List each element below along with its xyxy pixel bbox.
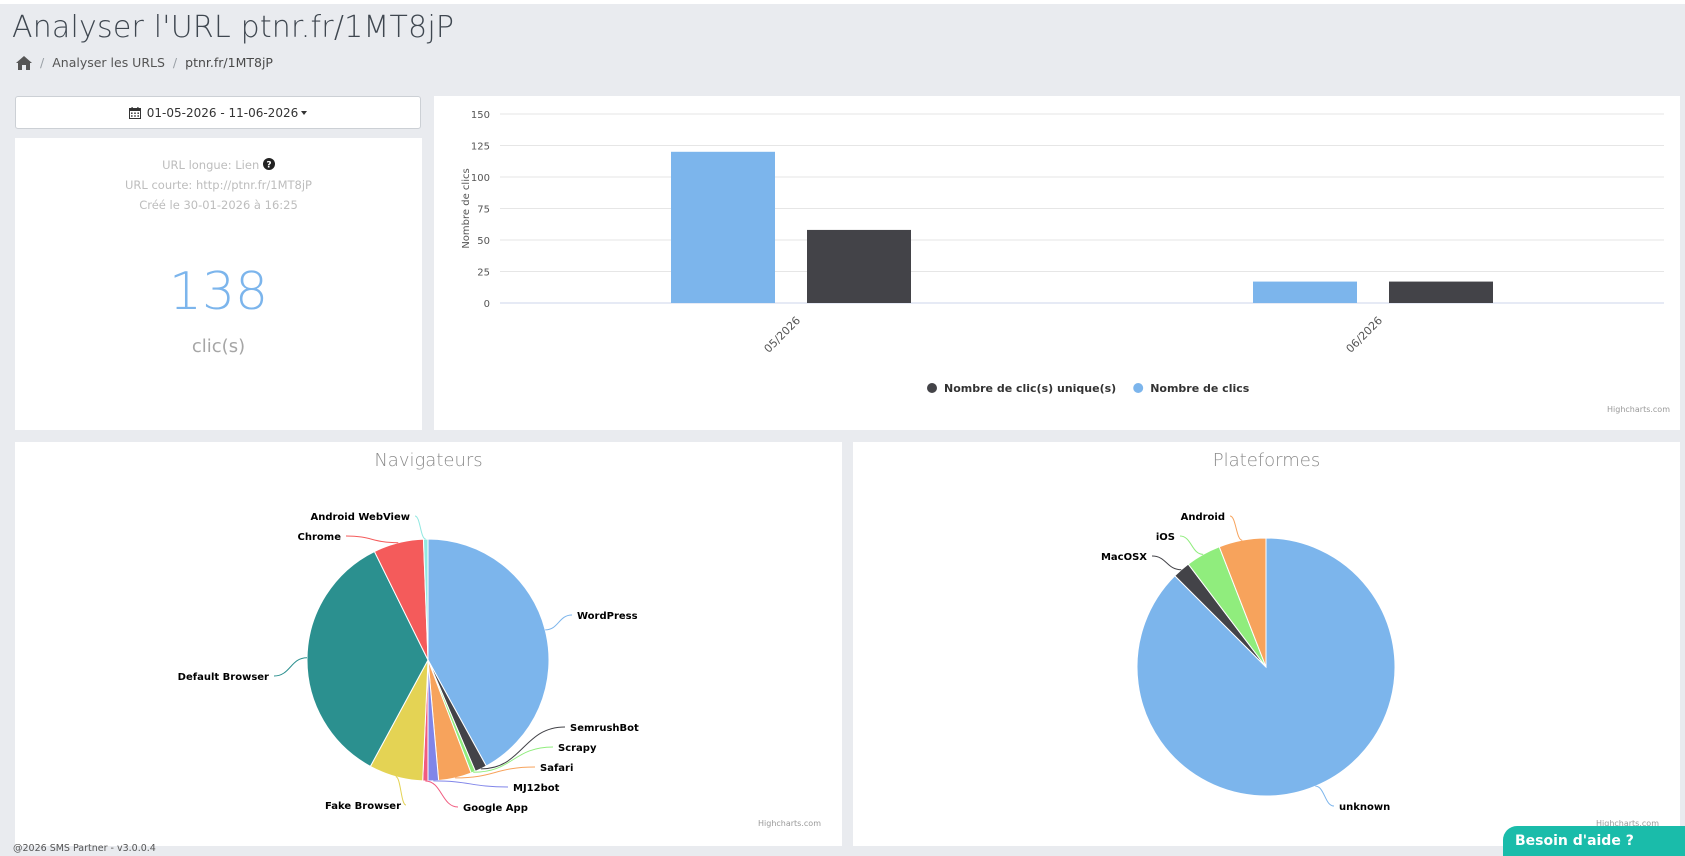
y-tick-label: 125 bbox=[471, 142, 490, 153]
y-tick-label: 25 bbox=[477, 268, 490, 279]
pie-label-android-webview: Android WebView bbox=[310, 512, 410, 523]
home-icon[interactable] bbox=[16, 55, 32, 70]
pie-label-google-app: Google App bbox=[463, 803, 528, 814]
chevron-down-icon bbox=[301, 110, 308, 115]
chart-credits[interactable]: Highcharts.com bbox=[1596, 819, 1659, 828]
date-range-picker[interactable]: 01-05-2026 - 11-06-2026 bbox=[15, 96, 421, 129]
pie-label-unknown: unknown bbox=[1339, 802, 1390, 813]
help-button[interactable]: Besoin d'aide ? bbox=[1503, 826, 1685, 856]
y-axis-label: Nombre de clics bbox=[461, 168, 472, 248]
footer-text: @2026 SMS Partner - v3.0.0.4 bbox=[13, 843, 156, 854]
page-title: Analyser l'URL ptnr.fr/1MT8jP bbox=[12, 10, 455, 45]
bar-nombre-de-clics-1 bbox=[671, 151, 775, 303]
pie-label-fake-browser: Fake Browser bbox=[325, 801, 401, 812]
x-tick-label: 06/2026 bbox=[1344, 314, 1386, 356]
pie-label-semrushbot: SemrushBot bbox=[570, 723, 639, 734]
date-range-label: 01-05-2026 - 11-06-2026 bbox=[146, 105, 299, 120]
pie-connector bbox=[1179, 535, 1204, 555]
long-url-text: URL longue: Lien bbox=[162, 158, 260, 172]
chart-credits[interactable]: Highcharts.com bbox=[758, 819, 821, 828]
chart-credits: Highcharts.com bbox=[1607, 405, 1670, 414]
pie-connector bbox=[480, 726, 566, 770]
breadcrumb: / Analyser les URLS / ptnr.fr/1MT8jP bbox=[16, 55, 273, 70]
pie-slice-wordpress bbox=[427, 538, 550, 767]
pie-connector bbox=[273, 657, 308, 677]
pie-label-ios: iOS bbox=[1156, 532, 1175, 543]
svg-text:?: ? bbox=[266, 160, 271, 170]
summary-panel: URL longue: Lien ? URL courte: http://pt… bbox=[15, 138, 422, 430]
platforms-chart-title: Plateformes bbox=[1212, 450, 1321, 471]
pie-connector bbox=[395, 776, 407, 806]
pie-connector bbox=[1151, 555, 1182, 571]
y-tick-label: 100 bbox=[471, 173, 490, 184]
breadcrumb-current: ptnr.fr/1MT8jP bbox=[185, 55, 273, 70]
pie-connector bbox=[473, 746, 554, 773]
pie-label-safari: Safari bbox=[540, 763, 573, 774]
platforms-pie-chart: unknown MacOSX iOS Android bbox=[1101, 512, 1396, 813]
clicks-bar-chart: 0 25 50 75 100 125 150 Nombre de clics 05/2026 06… bbox=[461, 110, 1670, 414]
click-count-unit: clic(s) bbox=[191, 336, 246, 357]
pie-slice-default-browser bbox=[306, 550, 429, 768]
pie-connector bbox=[433, 780, 509, 788]
legend-marker bbox=[1133, 383, 1144, 393]
breadcrumb-parent-link[interactable]: Analyser les URLS bbox=[52, 55, 165, 70]
legend-marker bbox=[927, 383, 937, 393]
browsers-panel: Navigateurs WordPress SemrushBot Scrapy Saf… bbox=[15, 442, 842, 846]
x-tick-label: 05/2026 bbox=[762, 314, 804, 356]
pie-connector bbox=[414, 515, 426, 540]
pie-connector bbox=[455, 766, 536, 779]
y-tick-label: 50 bbox=[477, 236, 490, 247]
breadcrumb-separator: / bbox=[172, 55, 178, 70]
bar-nombre-de-clic-s-unique-s-2 bbox=[1389, 281, 1493, 303]
short-url-text: URL courte: http://ptnr.fr/1MT8jP bbox=[125, 178, 312, 192]
pie-connector bbox=[425, 780, 459, 808]
pie-label-scrapy: Scrapy bbox=[558, 743, 597, 754]
pie-connector bbox=[1315, 785, 1335, 807]
top-strip bbox=[0, 0, 1685, 4]
created-date-text: Créé le 30-01-2026 à 16:25 bbox=[139, 198, 298, 212]
question-circle-icon[interactable]: ? bbox=[262, 158, 275, 170]
platforms-panel: Plateformes unknown MacOSX iOS Android High… bbox=[853, 442, 1680, 846]
y-tick-label: 0 bbox=[484, 299, 490, 310]
legend-item-nombre-de-clics[interactable]: Nombre de clics bbox=[1150, 382, 1250, 395]
calendar-icon bbox=[128, 106, 141, 119]
bar-nombre-de-clics-2 bbox=[1253, 281, 1357, 303]
pie-label-macosx: MacOSX bbox=[1101, 552, 1147, 563]
click-count: 138 bbox=[168, 262, 269, 322]
pie-label-wordpress: WordPress bbox=[577, 611, 638, 622]
long-url-line: URL longue: Lien ? bbox=[15, 158, 422, 172]
y-tick-label: 75 bbox=[477, 205, 490, 216]
breadcrumb-separator: / bbox=[40, 55, 45, 70]
pie-label-android: Android bbox=[1181, 512, 1225, 523]
y-tick-label: 150 bbox=[471, 110, 490, 121]
pie-connector bbox=[345, 535, 399, 544]
pie-connector bbox=[1229, 515, 1243, 541]
browsers-pie-chart: WordPress SemrushBot Scrapy Safari MJ12bot Go… bbox=[178, 512, 639, 814]
pie-label-mj12bot: MJ12bot bbox=[513, 783, 560, 794]
pie-label-chrome: Chrome bbox=[298, 532, 342, 543]
bar-chart-panel: 0 25 50 75 100 125 150 Nombre de clics 05/2026 06… bbox=[434, 96, 1680, 430]
bar-nombre-de-clic-s-unique-s-1 bbox=[807, 229, 911, 303]
pie-label-default-browser: Default Browser bbox=[178, 672, 269, 683]
legend-item-nombre-de-clic-s-unique-s[interactable]: Nombre de clic(s) unique(s) bbox=[944, 382, 1116, 395]
browsers-chart-title: Navigateurs bbox=[374, 450, 483, 471]
pie-connector bbox=[545, 614, 573, 631]
